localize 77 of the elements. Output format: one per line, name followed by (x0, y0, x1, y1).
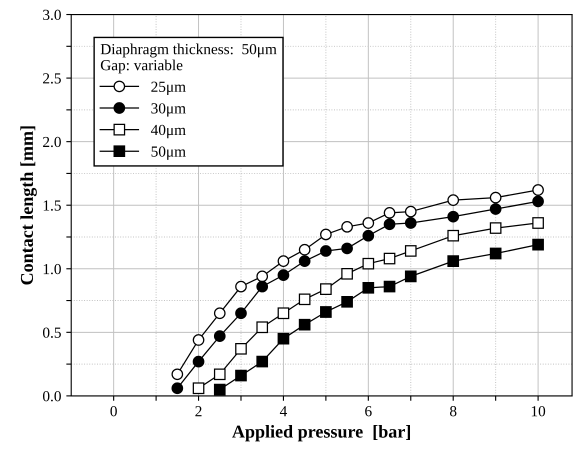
point (256, 321, 268, 334)
point (320, 228, 332, 240)
y-tick-label: 3.0 (43, 10, 61, 20)
point (298, 293, 310, 306)
y-tick-label: 1.5 (44, 200, 61, 211)
y-tick-label: 2.0 (43, 136, 61, 148)
legend-label: 30μm (151, 103, 186, 117)
point (341, 268, 353, 280)
point (362, 230, 374, 242)
point (404, 245, 417, 257)
point (298, 255, 310, 267)
point (278, 269, 290, 281)
x-axis-title: Applied pressure [bar] (232, 425, 410, 442)
legend-label: 50μm (152, 146, 186, 160)
point (490, 248, 502, 260)
point (384, 252, 396, 264)
point (235, 280, 247, 292)
point (532, 196, 544, 208)
point (384, 280, 396, 292)
point (341, 220, 353, 233)
point (447, 230, 460, 242)
point (171, 368, 184, 380)
point (192, 334, 204, 346)
y-tick-label: 1.0 (44, 264, 61, 274)
point (235, 307, 247, 320)
point (256, 356, 268, 368)
point (404, 270, 417, 282)
point (214, 368, 226, 380)
point (171, 382, 184, 394)
y-tick-label: 0.5 (42, 327, 61, 338)
point (447, 210, 460, 222)
point (278, 307, 290, 320)
point (362, 258, 374, 270)
point (298, 318, 310, 331)
point (278, 255, 290, 267)
point (404, 217, 417, 229)
x-tick-label: 2 (195, 406, 202, 416)
point (362, 282, 374, 294)
point (256, 270, 268, 282)
point (214, 307, 226, 320)
point (214, 384, 226, 396)
point (532, 184, 544, 196)
y-tick-label: 0.0 (42, 391, 61, 402)
point (341, 242, 353, 254)
point (384, 218, 396, 230)
point (235, 370, 247, 382)
point (490, 192, 502, 204)
legend-label: 25μm (151, 82, 186, 96)
y-axis-title: Contact length [mm] (20, 126, 37, 285)
point (447, 194, 460, 206)
point (384, 207, 396, 219)
point (490, 222, 502, 234)
x-tick-label: 0 (110, 406, 117, 416)
point (192, 356, 204, 368)
y-tick-label: 2.5 (43, 73, 61, 84)
point (447, 255, 460, 267)
point (320, 306, 332, 318)
point (341, 296, 353, 308)
point (532, 238, 544, 250)
point (192, 382, 204, 394)
legend-label: 40μm (150, 124, 186, 138)
point (320, 245, 332, 257)
point (235, 343, 247, 355)
point (532, 217, 544, 229)
x-tick-label: 4 (280, 406, 288, 416)
point (298, 244, 310, 256)
x-tick-label: 10 (532, 406, 546, 416)
point (256, 280, 268, 292)
legend-title: Diaphragm thickness: 50μm Gap: variable (100, 44, 277, 74)
point (490, 203, 502, 215)
point (404, 206, 417, 218)
x-tick-label: 8 (450, 406, 456, 416)
point (214, 330, 226, 342)
point (362, 217, 374, 229)
point (278, 332, 290, 345)
x-tick-label: 6 (365, 406, 372, 416)
point (320, 283, 332, 295)
